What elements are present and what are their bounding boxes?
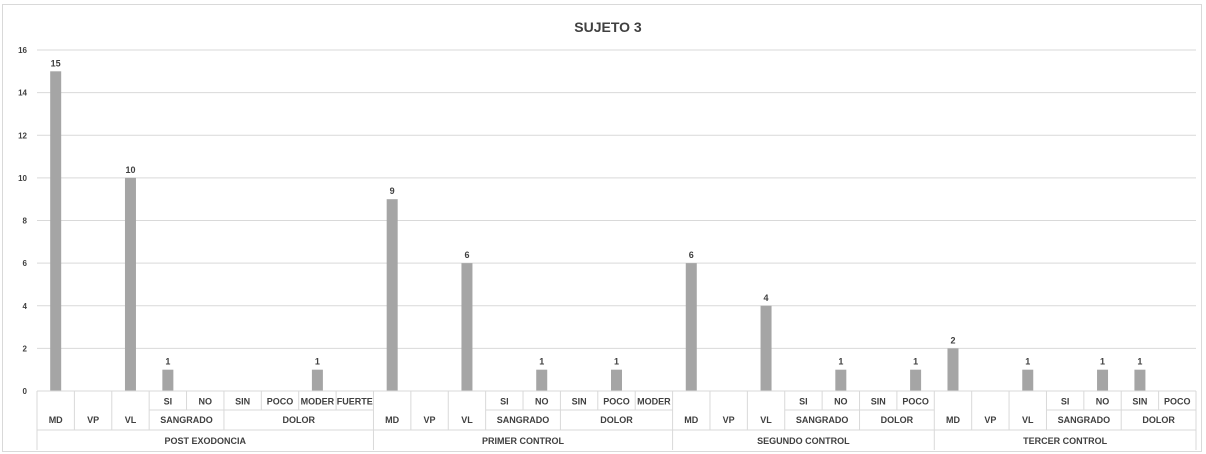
category-label: SIN — [572, 397, 587, 407]
category-label: SI — [1061, 397, 1070, 407]
category-label: NO — [834, 397, 848, 407]
subgroup-label: DOLOR — [282, 415, 315, 425]
bar — [461, 263, 473, 391]
chart-frame: SUJETO 3 0 2 4 6 8 10 12 14 16 15 10 1 1 9 6 1 1 6 4 1 1 2 1 1… — [2, 4, 1202, 452]
bar — [685, 263, 697, 391]
category-label: VP — [424, 415, 436, 425]
y-axis-ticks: 0 2 4 6 8 10 12 14 16 — [18, 46, 27, 396]
data-labels: 15 10 1 1 9 6 1 1 6 4 1 1 2 1 1 1 — [51, 58, 1143, 366]
category-label: POCO — [603, 397, 630, 407]
y-tick-label: 14 — [18, 89, 27, 98]
y-tick-label: 6 — [23, 259, 28, 268]
category-label: MD — [385, 415, 399, 425]
bar — [760, 305, 772, 391]
category-label: MODER — [637, 397, 671, 407]
bar — [835, 369, 847, 391]
data-label: 1 — [838, 357, 843, 367]
category-label: VL — [125, 415, 137, 425]
subgroup-label: SANGRADO — [160, 415, 213, 425]
data-label: 6 — [464, 250, 469, 260]
category-label: NO — [198, 397, 212, 407]
subgroup-label: DOLOR — [881, 415, 914, 425]
subgroup-label: DOLOR — [1142, 415, 1175, 425]
category-label: MODER — [301, 397, 335, 407]
bar — [536, 369, 548, 391]
subgroup-label: SANGRADO — [1058, 415, 1111, 425]
bars — [50, 71, 1146, 391]
y-tick-label: 0 — [23, 387, 28, 396]
bar — [50, 71, 62, 391]
chart-title: SUJETO 3 — [574, 19, 642, 35]
y-tick-label: 4 — [23, 302, 28, 311]
y-tick-label: 2 — [23, 344, 28, 353]
category-label: VP — [984, 415, 996, 425]
category-label: SI — [164, 397, 173, 407]
bar — [386, 199, 398, 391]
group-label: SEGUNDO CONTROL — [757, 436, 850, 446]
category-label: VL — [461, 415, 473, 425]
category-label: VL — [760, 415, 772, 425]
gridlines — [37, 49, 1196, 392]
y-tick-label: 10 — [18, 174, 27, 183]
category-label: MD — [49, 415, 63, 425]
data-label: 1 — [1025, 357, 1030, 367]
subgroup-label: SANGRADO — [796, 415, 849, 425]
data-label: 1 — [913, 357, 918, 367]
category-label: VL — [1022, 415, 1034, 425]
bar — [1134, 369, 1146, 391]
bar — [162, 369, 174, 391]
data-label: 2 — [950, 335, 955, 345]
category-label: POCO — [1164, 397, 1191, 407]
data-label: 9 — [390, 186, 395, 196]
data-label: 1 — [614, 357, 619, 367]
group-label: PRIMER CONTROL — [482, 436, 565, 446]
bar — [910, 369, 922, 391]
category-label: SIN — [1132, 397, 1147, 407]
data-label: 4 — [764, 293, 769, 303]
bar — [947, 348, 959, 391]
subgroup-label: DOLOR — [600, 415, 633, 425]
category-label: SI — [799, 397, 808, 407]
category-label: SIN — [871, 397, 886, 407]
group-label: TERCER CONTROL — [1023, 436, 1107, 446]
bar — [1097, 369, 1109, 391]
y-tick-label: 8 — [23, 217, 28, 226]
data-label: 1 — [315, 357, 320, 367]
subgroup-label: SANGRADO — [497, 415, 550, 425]
data-label: 10 — [125, 165, 135, 175]
data-label: 1 — [1100, 357, 1105, 367]
category-label: MD — [946, 415, 960, 425]
data-label: 1 — [1137, 357, 1142, 367]
category-label: SIN — [235, 397, 250, 407]
category-label: VP — [723, 415, 735, 425]
category-label: MD — [684, 415, 698, 425]
data-label: 15 — [51, 58, 61, 68]
category-label: NO — [1096, 397, 1110, 407]
bar — [1022, 369, 1034, 391]
data-label: 6 — [689, 250, 694, 260]
category-label: POCO — [267, 397, 294, 407]
category-label: SI — [500, 397, 509, 407]
category-label: FUERTE — [337, 397, 373, 407]
category-label: POCO — [902, 397, 929, 407]
data-label: 1 — [165, 357, 170, 367]
bar — [124, 177, 136, 391]
data-label: 1 — [539, 357, 544, 367]
bar — [611, 369, 622, 391]
category-label: VP — [87, 415, 99, 425]
y-tick-label: 12 — [18, 131, 27, 140]
bar — [311, 369, 323, 391]
group-label: POST EXODONCIA — [164, 436, 246, 446]
y-tick-label: 16 — [18, 46, 27, 55]
category-label: NO — [535, 397, 549, 407]
